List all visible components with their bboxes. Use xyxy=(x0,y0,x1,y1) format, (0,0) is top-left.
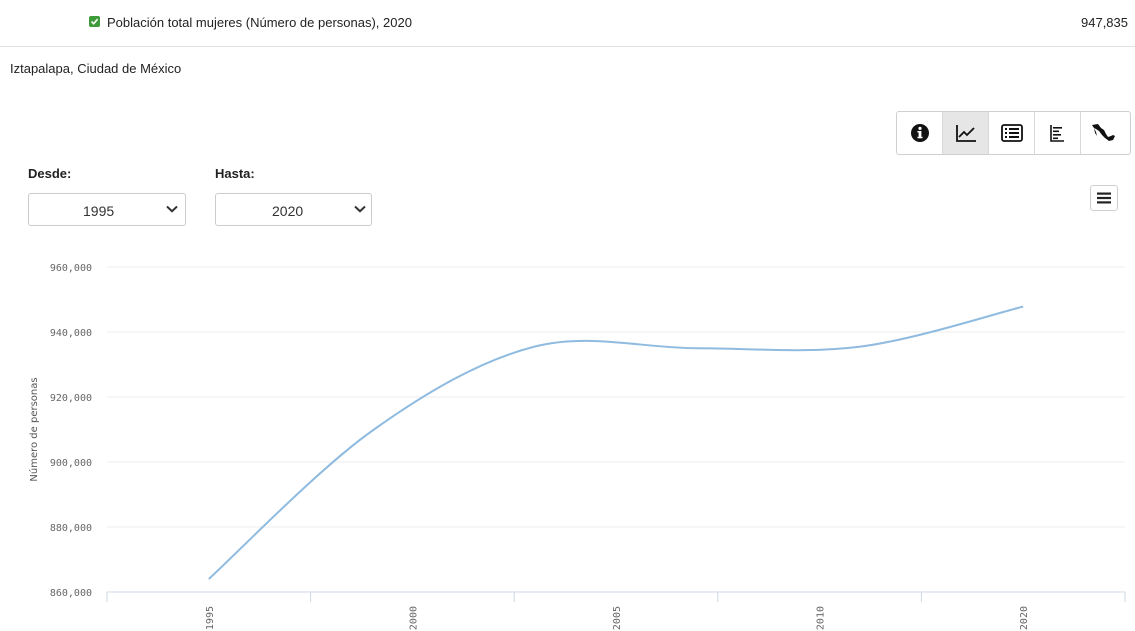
info-icon xyxy=(910,124,929,142)
info-button[interactable] xyxy=(897,112,943,154)
view-toolbar xyxy=(896,111,1131,155)
y-tick-label: 920,000 xyxy=(50,393,92,404)
hamburger-menu-icon xyxy=(1097,192,1111,204)
chevron-down-icon xyxy=(354,205,366,213)
bar-list-icon xyxy=(1049,125,1064,142)
line-chart-icon xyxy=(955,125,976,142)
indicator-checkbox[interactable] xyxy=(89,16,100,27)
x-tick-label: 2010 xyxy=(816,606,827,630)
chevron-down-icon xyxy=(166,205,178,213)
indicator-total-value: 947,835 xyxy=(1081,15,1128,30)
location-title: Iztapalapa, Ciudad de México xyxy=(10,61,182,76)
desde-label: Desde: xyxy=(28,166,72,181)
table-icon xyxy=(1000,124,1023,142)
hasta-select[interactable]: 2020 xyxy=(215,193,372,226)
y-tick-label: 860,000 xyxy=(50,588,92,599)
mexico-map-icon xyxy=(1092,124,1115,141)
bar-list-button[interactable] xyxy=(1035,112,1081,154)
indicator-label: Población total mujeres (Número de perso… xyxy=(107,15,412,30)
line-chart-button[interactable] xyxy=(943,112,989,154)
y-tick-label: 880,000 xyxy=(50,523,92,534)
indicator-header: Población total mujeres (Número de perso… xyxy=(0,0,1135,47)
population-line-chart: 860,000 880,000 900,000 920,000 940,000 960,0… xyxy=(28,263,1126,630)
chart-menu-button[interactable] xyxy=(1090,185,1118,211)
hasta-select-value: 2020 xyxy=(272,203,304,219)
hasta-label: Hasta: xyxy=(215,166,255,181)
map-button[interactable] xyxy=(1081,112,1127,154)
y-tick-label: 900,000 xyxy=(50,458,92,469)
y-tick-label: 940,000 xyxy=(50,328,92,339)
checkmark-icon xyxy=(90,18,99,25)
desde-select-value: 1995 xyxy=(83,203,115,219)
series-line xyxy=(208,305,1024,580)
table-button[interactable] xyxy=(989,112,1035,154)
x-tick-label: 2000 xyxy=(408,606,419,630)
x-tick-label: 2005 xyxy=(612,606,623,630)
x-tick-label: 1995 xyxy=(205,606,216,630)
y-axis-title: Número de personas xyxy=(28,377,40,481)
x-tick-label: 2020 xyxy=(1019,606,1030,630)
y-tick-label: 960,000 xyxy=(50,263,92,274)
desde-select[interactable]: 1995 xyxy=(28,193,186,226)
